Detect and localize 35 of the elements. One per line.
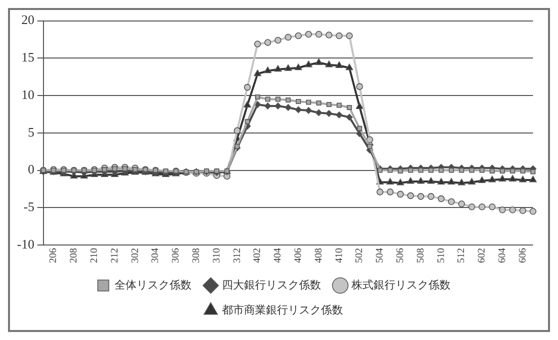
x-tick-label: 404 xyxy=(272,248,284,263)
x-tick-label: 506 xyxy=(395,248,406,263)
legend-label: 全体リスク係数 xyxy=(114,279,192,292)
x-tick-label: 302 xyxy=(130,248,141,263)
y-tick-label: 5 xyxy=(28,124,34,140)
x-tick-label: 402 xyxy=(252,248,264,263)
legend-label: 株式銀行リスク係数 xyxy=(350,278,450,292)
x-tick-label: 508 xyxy=(415,248,426,263)
y-tick-label: 15 xyxy=(21,50,34,65)
x-tick-label: 604 xyxy=(497,248,508,263)
y-tick-label: -10 xyxy=(16,236,34,252)
y-tick-label: 20 xyxy=(21,12,34,28)
x-tick-label: 308 xyxy=(190,248,202,263)
legend-label: 都市商業銀行リスク係数 xyxy=(222,303,343,316)
y-tick-label: -5 xyxy=(23,199,34,214)
x-tick-label: 406 xyxy=(292,248,304,263)
x-tick-label: 208 xyxy=(68,248,80,263)
x-tick-label: 212 xyxy=(109,248,120,263)
x-tick-label: 206 xyxy=(48,248,60,263)
x-tick-label: 408 xyxy=(313,248,324,263)
x-tick-label: 310 xyxy=(211,248,222,263)
x-tick-label: 304 xyxy=(150,248,162,263)
x-tick-label: 606 xyxy=(517,248,528,263)
x-tick-label: 512 xyxy=(456,248,468,263)
x-tick-label: 306 xyxy=(170,248,182,263)
x-tick-label: 312 xyxy=(232,248,243,263)
legend-label: 四大銀行リスク係数 xyxy=(222,278,321,292)
x-tick-label: 210 xyxy=(88,248,100,263)
y-tick-label: 0 xyxy=(28,162,34,177)
y-tick-label: 10 xyxy=(21,86,34,102)
x-tick-label: 410 xyxy=(334,248,345,263)
x-tick-label: 504 xyxy=(374,248,386,263)
x-tick-label: 510 xyxy=(436,248,447,263)
x-tick-label: 502 xyxy=(354,248,366,263)
x-tick-label: 602 xyxy=(476,248,488,263)
